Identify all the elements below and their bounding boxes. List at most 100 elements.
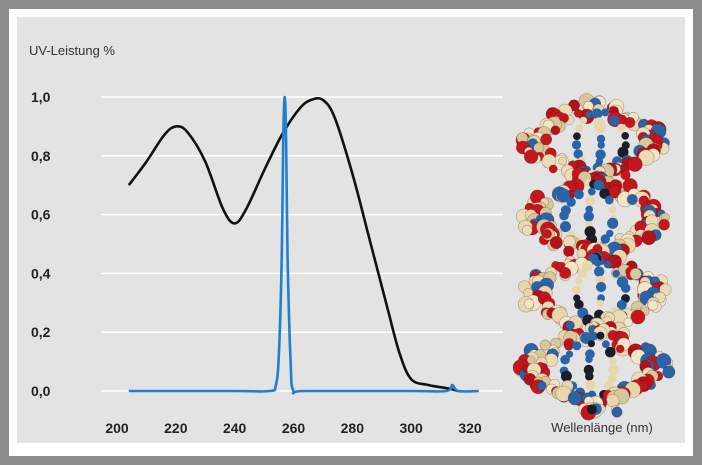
dna-atom bbox=[550, 125, 561, 136]
y-tick-label: 1,0 bbox=[31, 89, 51, 105]
dna-base bbox=[587, 187, 596, 196]
dna-base bbox=[583, 211, 594, 222]
y-tick-labels: 0,0 0,2 0,4 0,6 0,8 1,0 bbox=[31, 89, 51, 399]
dna-base bbox=[560, 370, 572, 382]
dna-base bbox=[585, 205, 593, 214]
dna-atom bbox=[605, 393, 620, 408]
dna-atom bbox=[647, 299, 659, 311]
x-tick-label: 280 bbox=[341, 420, 365, 436]
dna-base bbox=[560, 221, 571, 233]
dna-base bbox=[608, 206, 617, 214]
x-tick-label: 220 bbox=[164, 420, 188, 436]
dna-atom bbox=[556, 188, 571, 203]
dna-base bbox=[572, 285, 581, 295]
dna-base bbox=[595, 149, 606, 160]
dna-base bbox=[609, 115, 620, 127]
dna-base bbox=[585, 380, 596, 391]
dna-base bbox=[605, 346, 616, 358]
x-tick-label: 200 bbox=[105, 420, 129, 436]
dna-atom bbox=[623, 317, 633, 327]
dna-base bbox=[571, 140, 582, 150]
emission-curve-blue bbox=[128, 95, 479, 395]
dna-atom bbox=[521, 224, 533, 236]
dna-base bbox=[566, 197, 576, 207]
dna-base bbox=[585, 372, 594, 381]
dna-base bbox=[587, 340, 596, 348]
x-tick-label: 320 bbox=[458, 420, 482, 436]
x-tick-label: 260 bbox=[282, 420, 306, 436]
dna-base bbox=[604, 195, 614, 205]
chart-frame: 0,0 0,2 0,4 0,6 0,8 1,0 200 220 240 260 280 300 320… bbox=[9, 9, 693, 456]
dna-atom bbox=[615, 344, 625, 354]
dna-atom bbox=[542, 228, 552, 239]
dna-atom bbox=[523, 149, 539, 164]
dna-base bbox=[573, 149, 583, 159]
dna-base bbox=[602, 340, 610, 349]
dna-base bbox=[585, 111, 593, 119]
x-tick-label: 300 bbox=[399, 420, 423, 436]
dna-atom bbox=[620, 170, 631, 181]
dna-atom bbox=[662, 365, 676, 379]
dna-base bbox=[617, 123, 626, 132]
dna-base bbox=[593, 179, 605, 191]
dna-atom bbox=[641, 230, 657, 246]
dna-base bbox=[621, 132, 629, 140]
x-tick-label: 240 bbox=[223, 420, 247, 436]
dna-atom bbox=[563, 245, 575, 258]
uv-spectrum-chart: 0,0 0,2 0,4 0,6 0,8 1,0 200 220 240 260 280 300 320… bbox=[29, 43, 676, 436]
dna-base bbox=[600, 234, 610, 244]
dna-base bbox=[596, 134, 606, 144]
dna-base bbox=[621, 283, 631, 293]
dna-base bbox=[594, 121, 607, 133]
dna-atom bbox=[567, 390, 583, 406]
dna-atom bbox=[658, 218, 670, 231]
dna-base bbox=[574, 189, 584, 200]
dna-base bbox=[596, 331, 605, 340]
dna-base bbox=[573, 132, 581, 141]
y-axis-label: UV-Leistung % bbox=[29, 43, 115, 58]
dna-atom bbox=[549, 236, 563, 250]
dna-atom bbox=[541, 153, 557, 169]
series-lines bbox=[127, 95, 479, 395]
dna-base bbox=[585, 196, 596, 207]
dna-base bbox=[617, 146, 629, 158]
dna-atom bbox=[526, 355, 536, 365]
absorption-curve-black bbox=[127, 96, 459, 393]
dna-atom bbox=[558, 156, 567, 166]
dna-base bbox=[583, 364, 594, 375]
dna-base bbox=[559, 210, 569, 221]
dna-base bbox=[579, 116, 588, 125]
dna-base bbox=[585, 355, 593, 364]
dna-atom bbox=[540, 133, 553, 146]
dna-atom bbox=[626, 194, 638, 206]
dna-atom bbox=[629, 267, 642, 280]
dna-atom bbox=[573, 109, 583, 118]
dna-atom bbox=[624, 117, 636, 129]
dna-atom bbox=[536, 380, 547, 391]
y-tick-label: 0,2 bbox=[31, 324, 51, 340]
dna-atom bbox=[539, 339, 551, 351]
dna-base bbox=[574, 299, 584, 310]
dna-base bbox=[560, 354, 570, 365]
dna-base bbox=[603, 260, 612, 269]
dna-base bbox=[586, 404, 597, 415]
dna-base bbox=[608, 364, 619, 376]
dna-base bbox=[616, 299, 627, 310]
dna-atom bbox=[611, 406, 623, 418]
dna-base bbox=[609, 357, 617, 365]
dna-base bbox=[594, 266, 605, 277]
dna-atom bbox=[576, 248, 587, 259]
dna-base bbox=[596, 299, 605, 308]
x-tick-labels: 200 220 240 260 280 300 320 bbox=[105, 420, 482, 436]
dna-helix-illustration bbox=[512, 93, 676, 421]
chart-panel: 0,0 0,2 0,4 0,6 0,8 1,0 200 220 240 260 280 300 320… bbox=[17, 17, 685, 443]
x-axis-label: Wellenlänge (nm) bbox=[551, 420, 653, 435]
dna-base bbox=[593, 259, 602, 267]
dna-atom bbox=[655, 353, 672, 369]
dna-base bbox=[597, 141, 605, 149]
y-tick-label: 0,6 bbox=[31, 207, 51, 223]
dna-base bbox=[607, 217, 619, 229]
dna-base bbox=[612, 269, 620, 278]
dna-base bbox=[601, 108, 610, 117]
dna-atom bbox=[523, 298, 535, 309]
